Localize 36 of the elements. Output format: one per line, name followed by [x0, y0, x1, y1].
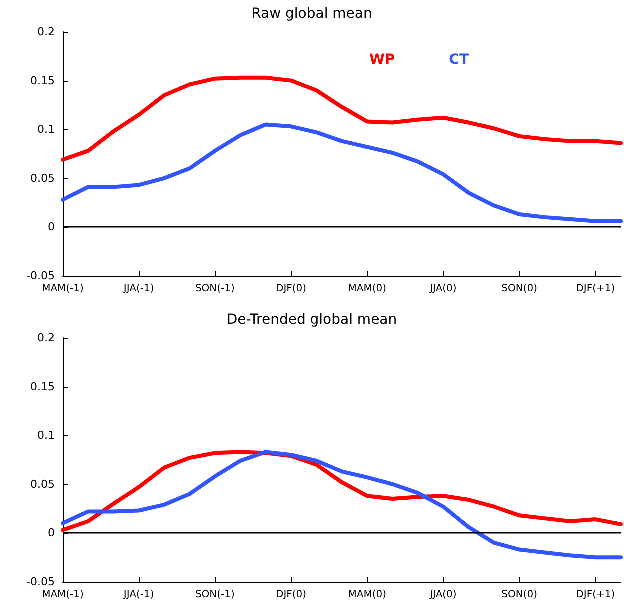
x-tick-label: MAM(0)	[348, 590, 387, 600]
x-tick-label: JJA(0)	[429, 284, 457, 294]
x-tick-label: MAM(0)	[348, 284, 387, 294]
y-tick-label: 0.05	[30, 172, 55, 185]
chart-title: Raw global mean	[252, 6, 372, 22]
y-tick-label: 0.15	[30, 380, 55, 394]
y-tick-label: 0	[48, 526, 55, 540]
x-tick-label: JJA(-1)	[122, 590, 154, 600]
x-tick-label: SON(0)	[502, 590, 538, 600]
y-tick-label: 0	[48, 220, 55, 234]
x-tick-label: JJA(-1)	[122, 284, 154, 294]
y-tick-label: 0.15	[30, 74, 55, 88]
x-tick-label: SON(-1)	[195, 284, 236, 294]
line-series	[61, 76, 623, 162]
x-tick-label: SON(-1)	[195, 590, 236, 600]
y-tick-label: 0.2	[38, 26, 55, 38]
line-series	[61, 450, 623, 532]
x-tick-label: MAM(-1)	[42, 590, 84, 600]
x-tick-label: DJF(+1)	[576, 284, 616, 294]
y-tick-label: -0.05	[26, 576, 55, 588]
x-tick-label: DJF(0)	[276, 284, 307, 294]
x-tick-label: MAM(-1)	[42, 284, 84, 294]
x-tick-label: DJF(+1)	[576, 590, 616, 600]
y-tick-label: 0.1	[38, 429, 55, 442]
x-tick-label: DJF(0)	[276, 590, 307, 600]
y-tick-label: -0.05	[26, 270, 55, 282]
chart-title: De-Trended global mean	[226, 312, 398, 328]
text: WP	[369, 52, 396, 68]
line-series	[61, 450, 623, 560]
y-tick-label: 0.05	[30, 478, 55, 491]
x-tick-label: JJA(0)	[429, 590, 457, 600]
text: CT	[449, 52, 470, 68]
line-series	[61, 122, 623, 224]
x-tick-label: SON(0)	[502, 284, 538, 294]
y-tick-label: 0.1	[38, 123, 55, 136]
y-tick-label: 0.2	[38, 332, 55, 344]
